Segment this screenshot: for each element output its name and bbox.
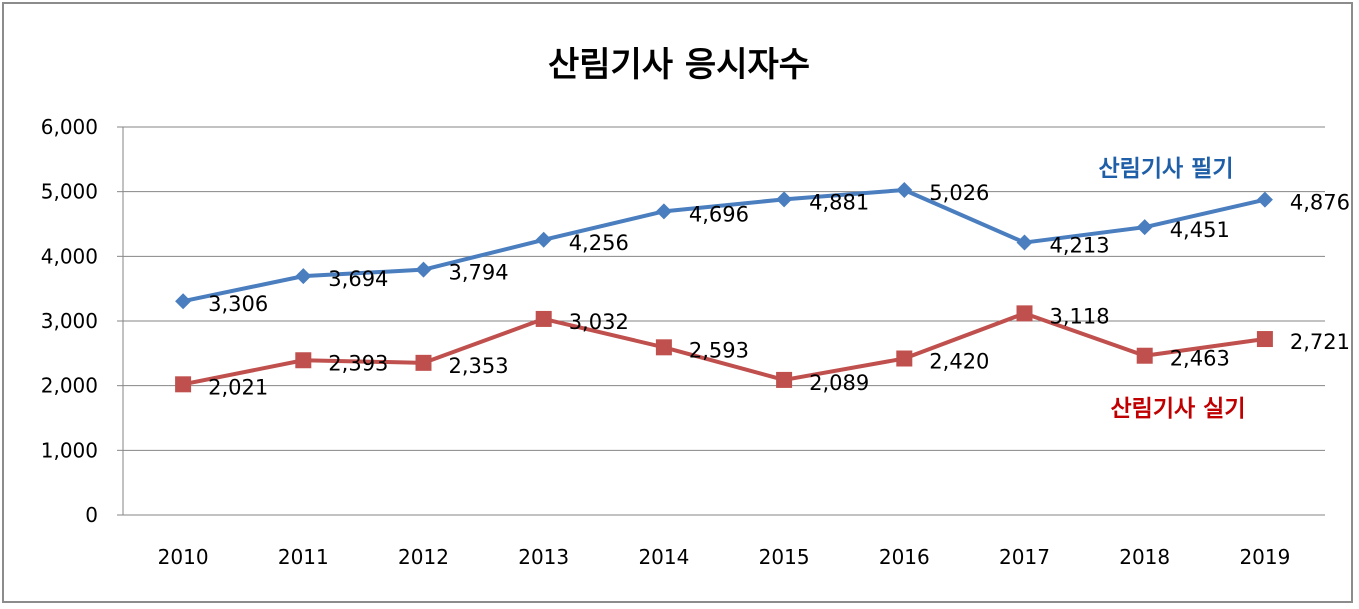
x-tick-label: 2012 bbox=[398, 545, 449, 569]
x-tick-label: 2011 bbox=[278, 545, 329, 569]
y-axis: 0 1,000 2,000 3,000 4,000 5,000 6,000 bbox=[41, 115, 124, 527]
data-label: 2,021 bbox=[208, 375, 268, 399]
data-point bbox=[535, 231, 552, 248]
data-label: 3,032 bbox=[569, 310, 629, 334]
data-point bbox=[1016, 234, 1033, 251]
x-tick-label: 2018 bbox=[1119, 545, 1170, 569]
y-tick-label: 0 bbox=[85, 503, 98, 527]
data-label: 2,593 bbox=[689, 338, 749, 362]
data-point bbox=[655, 339, 672, 356]
x-tick-label: 2014 bbox=[638, 545, 689, 569]
data-label: 5,026 bbox=[929, 181, 989, 205]
series-label-written: 산림기사 필기 bbox=[1099, 156, 1234, 182]
chart-title: 산림기사 응시자수 bbox=[548, 45, 810, 85]
data-label: 2,721 bbox=[1290, 330, 1350, 354]
data-label: 2,393 bbox=[328, 351, 388, 375]
series-line bbox=[182, 311, 1266, 387]
data-point bbox=[1136, 219, 1153, 236]
data-label: 3,118 bbox=[1050, 304, 1110, 328]
data-label: 4,256 bbox=[569, 231, 629, 255]
y-tick-label: 4,000 bbox=[41, 244, 98, 268]
data-point bbox=[295, 352, 312, 369]
data-label: 2,353 bbox=[449, 354, 509, 378]
data-point bbox=[415, 354, 432, 371]
data-point bbox=[1256, 191, 1273, 208]
data-label: 4,876 bbox=[1290, 191, 1350, 215]
series-label-practical: 산림기사 실기 bbox=[1111, 396, 1246, 422]
y-tick-label: 3,000 bbox=[41, 309, 98, 333]
x-tick-label: 2019 bbox=[1239, 545, 1290, 569]
data-label: 2,420 bbox=[929, 350, 989, 374]
y-tick-label: 6,000 bbox=[41, 115, 98, 139]
data-point bbox=[776, 371, 793, 388]
x-tick-label: 2013 bbox=[518, 545, 569, 569]
y-tick-label: 2,000 bbox=[41, 374, 98, 398]
data-point bbox=[896, 350, 913, 367]
data-label: 2,089 bbox=[809, 371, 869, 395]
data-label: 4,213 bbox=[1050, 234, 1110, 258]
data-point bbox=[655, 203, 672, 220]
series-group: 3,306 3,694 3,794 4,256 4,696 4,881 5,026 4,213… bbox=[175, 181, 1350, 399]
data-point bbox=[295, 268, 312, 285]
x-axis: 2010 2011 2012 2013 2014 2015 2016 2017 2018 2019 bbox=[158, 545, 1291, 569]
data-point bbox=[415, 261, 432, 278]
data-label: 4,451 bbox=[1170, 218, 1230, 242]
data-point bbox=[1256, 331, 1273, 348]
x-tick-label: 2016 bbox=[879, 545, 930, 569]
data-label: 4,881 bbox=[809, 190, 869, 214]
gridlines bbox=[123, 126, 1325, 516]
y-tick-label: 1,000 bbox=[41, 438, 98, 462]
data-point bbox=[1016, 305, 1033, 322]
data-point bbox=[175, 376, 192, 393]
x-tick-label: 2010 bbox=[158, 545, 209, 569]
series-line bbox=[182, 187, 1266, 304]
data-point bbox=[776, 191, 793, 208]
data-label: 3,794 bbox=[449, 261, 509, 285]
x-tick-label: 2017 bbox=[999, 545, 1050, 569]
data-label: 4,696 bbox=[689, 202, 749, 226]
x-tick-label: 2015 bbox=[759, 545, 810, 569]
data-label: 2,463 bbox=[1170, 347, 1230, 371]
y-tick-label: 5,000 bbox=[41, 180, 98, 204]
data-point bbox=[175, 293, 192, 310]
data-point bbox=[535, 310, 552, 327]
data-label: 3,306 bbox=[208, 292, 268, 316]
data-label: 3,694 bbox=[328, 267, 388, 291]
data-point bbox=[896, 181, 913, 198]
data-point bbox=[1136, 347, 1153, 364]
